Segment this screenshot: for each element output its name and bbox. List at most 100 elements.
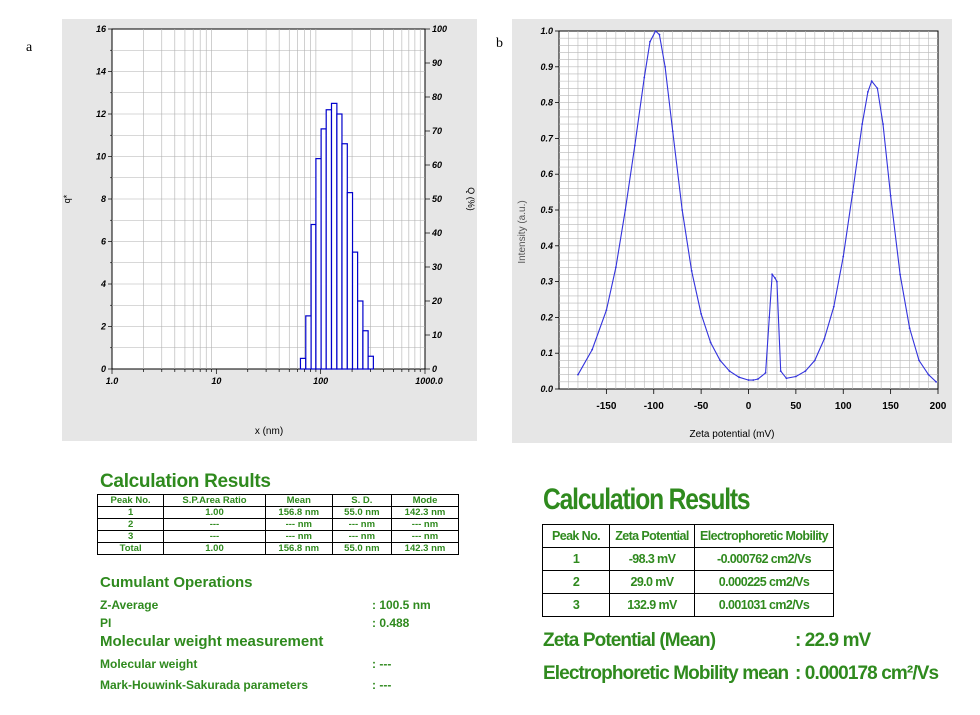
y-tick-label: 0.6 — [540, 169, 554, 179]
data-point — [605, 309, 608, 312]
data-point — [664, 65, 667, 68]
zeta-mean-value: : 22.9 mV — [795, 630, 871, 651]
y-tick-label: 0.5 — [540, 205, 554, 215]
header-mean: Mean — [264, 494, 333, 507]
header-electrophoretic-mobility: Electrophoretic Mobility — [694, 524, 834, 548]
data-point — [785, 377, 788, 380]
table-cell: 3 — [96, 530, 165, 543]
results-b-header-row: Peak No. Zeta Potential Electrophoretic … — [542, 524, 834, 548]
table-row: 3 --- --- nm --- nm --- nm — [96, 530, 460, 543]
x-tick-label: -150 — [596, 401, 616, 412]
data-point — [851, 191, 854, 194]
mw-value: : --- — [372, 657, 392, 671]
data-point — [832, 305, 835, 308]
y-right-tick-label: 80 — [432, 92, 442, 102]
y-right-tick-label: 20 — [431, 296, 442, 306]
data-point — [591, 348, 594, 351]
table-cell: --- nm — [331, 518, 392, 531]
table-cell: Total — [96, 542, 165, 555]
grid-b — [559, 31, 938, 389]
y-right-tick-label: 70 — [432, 126, 442, 136]
data-point — [709, 341, 712, 344]
y-tick-label: 0.1 — [540, 348, 553, 358]
data-point — [779, 370, 782, 372]
table-cell: 142.3 nm — [390, 506, 460, 519]
results-a-title: Calculation Results — [100, 471, 271, 492]
table-cell: 132.9 mV — [609, 593, 695, 617]
table-cell: -98.3 mV — [609, 547, 695, 571]
data-point — [804, 370, 807, 372]
header-zeta-potential: Zeta Potential — [609, 524, 695, 548]
data-point — [876, 87, 879, 90]
header-peak-no: Peak No. — [96, 494, 165, 507]
table-row: 1 -98.3 mV -0.000762 cm2/Vs — [542, 547, 834, 571]
data-point — [658, 33, 661, 36]
mw-label: Molecular weight — [100, 657, 198, 671]
data-point — [842, 255, 845, 258]
results-a-table: Peak No. S.P.Area Ratio Mean S. D. Mode … — [96, 494, 460, 555]
data-point — [624, 209, 627, 211]
panel-a-letter: a — [26, 40, 33, 55]
y-tick-label: 0.8 — [540, 98, 553, 108]
mobility-mean-label: Electrophoretic Mobility mean — [543, 663, 789, 684]
data-point — [654, 30, 657, 32]
x-tick-label: 100 — [313, 376, 328, 386]
pi-label: PI — [100, 616, 112, 630]
y-left-tick-label: 14 — [96, 67, 106, 77]
ticks-b: -150 -100 -50 0 50 100 150 200 0.0 0.1 0.2 0.3 0.4 0.… — [540, 26, 946, 412]
mhs-label: Mark-Houwink-Sakurada parameters — [100, 678, 309, 692]
x-axis-label-b: Zeta potential (mV) — [689, 429, 774, 440]
data-point — [738, 376, 740, 379]
y-right-tick-label: 0 — [432, 364, 437, 374]
data-point — [918, 359, 920, 362]
table-cell: 1.00 — [163, 542, 266, 555]
table-cell: 1 — [96, 506, 165, 519]
data-point — [633, 144, 636, 147]
x-axis-label-a: x (nm) — [255, 426, 283, 437]
table-cell: --- nm — [264, 518, 333, 531]
results-a-header-row: Peak No. S.P.Area Ratio Mean S. D. Mode — [96, 494, 460, 507]
data-point — [764, 371, 767, 374]
y-right-tick-label: 100 — [432, 24, 447, 34]
table-cell: --- — [163, 530, 266, 543]
data-point — [768, 316, 771, 319]
y-right-tick-label: 50 — [432, 194, 442, 204]
data-point — [681, 209, 684, 211]
data-point — [614, 266, 617, 269]
data-point — [823, 337, 826, 340]
x-tick-label: 0 — [746, 401, 752, 412]
data-point — [747, 379, 750, 381]
header-peak-no: Peak No. — [542, 524, 610, 548]
histogram-bar — [362, 330, 369, 370]
pi-row: PI : 0.488 — [100, 616, 409, 630]
data-point — [774, 277, 776, 279]
y-tick-label: 0.9 — [540, 62, 553, 72]
series-b — [577, 30, 938, 383]
data-point — [794, 375, 797, 378]
table-cell: -0.000762 cm2/Vs — [694, 547, 834, 571]
y-tick-label: 1.0 — [540, 26, 553, 36]
data-point — [577, 373, 579, 376]
table-cell: 156.8 nm — [264, 542, 333, 555]
header-sp-area-ratio: S.P.Area Ratio — [163, 494, 266, 507]
results-b-table: Peak No. Zeta Potential Electrophoretic … — [542, 524, 834, 617]
x-tick-label: -100 — [644, 401, 664, 412]
mobility-mean-row: Electrophoretic Mobility mean : 0.000178… — [543, 663, 939, 685]
y-left-tick-label: 12 — [96, 109, 106, 119]
data-point — [935, 380, 938, 383]
data-point — [757, 378, 759, 380]
x-tick-label: 1000.0 — [415, 376, 443, 386]
data-point — [776, 280, 778, 283]
data-point — [728, 370, 731, 372]
table-row: 1 1.00 156.8 nm 55.0 nm 142.3 nm — [96, 506, 460, 519]
data-point — [899, 273, 901, 276]
y-tick-label: 0.0 — [540, 384, 553, 394]
data-point — [771, 273, 774, 276]
x-tick-label: 150 — [882, 401, 899, 412]
mobility-mean-value: : 0.000178 cm²/Vs — [795, 663, 939, 684]
table-cell: --- nm — [264, 530, 333, 543]
y-axis-label-b: Intensity (a.u.) — [517, 200, 528, 263]
y-right-tick-label: 60 — [432, 160, 442, 170]
